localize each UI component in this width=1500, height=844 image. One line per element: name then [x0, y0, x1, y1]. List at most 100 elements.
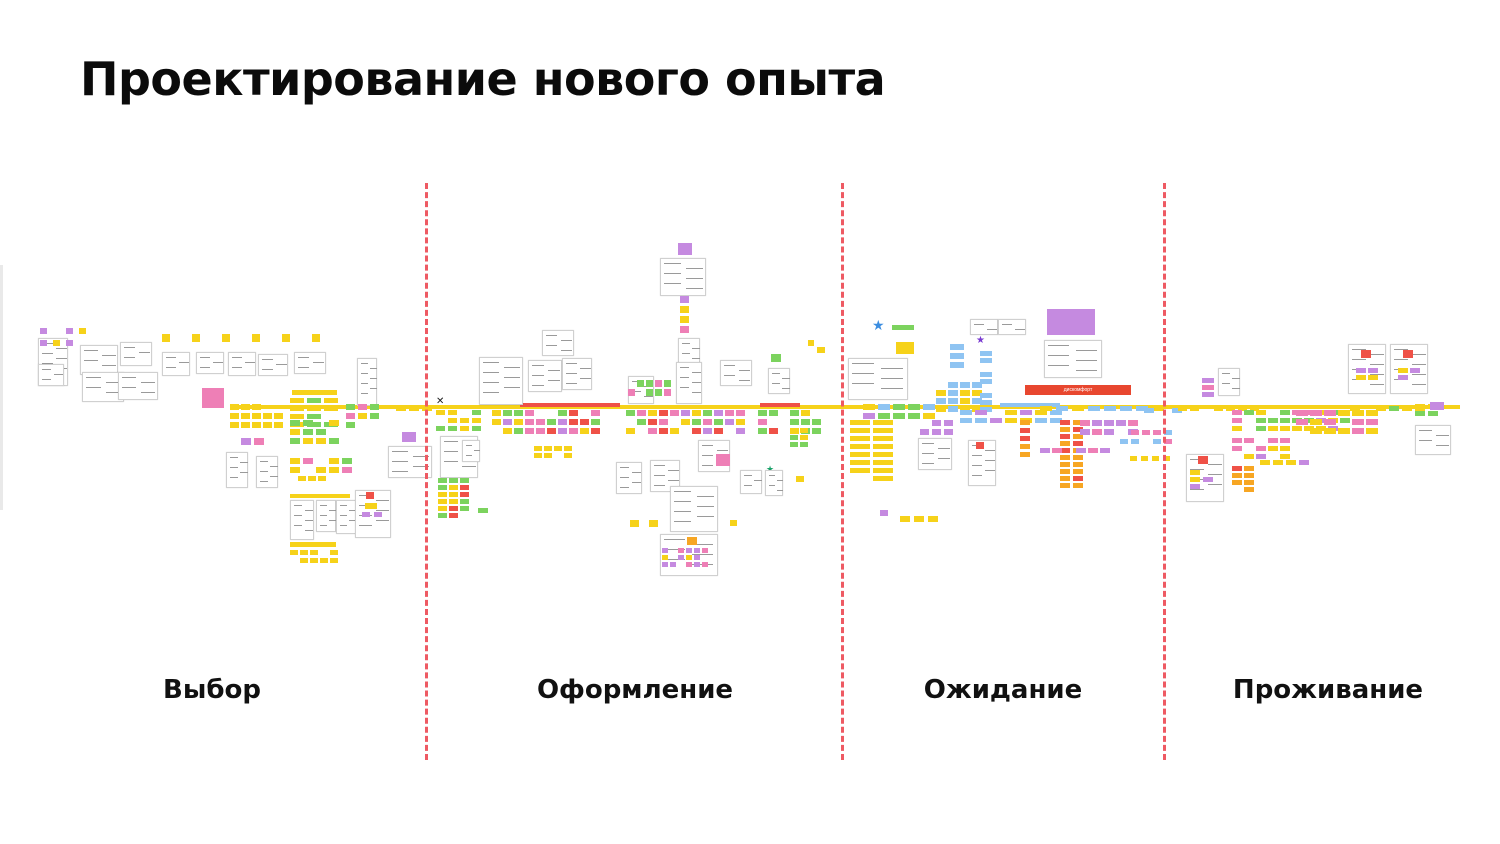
- sticky-note: [1338, 428, 1350, 434]
- sticky-note: [1430, 402, 1444, 410]
- sticky-note: [659, 410, 668, 416]
- sticky-note: [1080, 429, 1090, 435]
- sticky-note: [686, 555, 692, 560]
- screenshot-card: [678, 338, 700, 364]
- sticky-note: [1244, 480, 1254, 485]
- sticky-note: [680, 306, 689, 313]
- sticky-note: [1232, 438, 1242, 443]
- timeline-bar: [1000, 403, 1060, 407]
- sticky-note: [1153, 439, 1161, 444]
- sticky-note: [162, 334, 170, 342]
- sticky-note: [1244, 438, 1254, 443]
- sticky-note: [1352, 428, 1364, 434]
- close-icon: ✕: [436, 396, 445, 407]
- sticky-note: [1104, 406, 1116, 411]
- sticky-note: [1178, 406, 1187, 411]
- sticky-note: [252, 422, 261, 428]
- sticky-note: [736, 419, 745, 425]
- phase-label-registration: Оформление: [536, 675, 734, 705]
- sticky-note: [1415, 404, 1425, 409]
- sticky-note: [1296, 410, 1308, 416]
- sticky-note: [637, 380, 644, 387]
- sticky-note: [812, 419, 821, 425]
- sticky-note: [950, 344, 964, 350]
- sticky-note: [850, 420, 870, 425]
- sticky-note: [630, 520, 639, 527]
- sticky-note: [850, 460, 870, 465]
- sticky-note: [725, 410, 734, 416]
- sticky-note: [678, 243, 692, 255]
- sticky-note: [948, 390, 958, 396]
- sticky-note: [1260, 460, 1270, 465]
- sticky-note: [329, 438, 339, 444]
- sticky-note: [1202, 392, 1214, 397]
- sticky-note: [1268, 426, 1278, 431]
- timeline-bar: [230, 405, 1460, 409]
- sticky-note: [1366, 428, 1378, 434]
- sticky-note: [1256, 418, 1266, 423]
- sticky-note: [703, 419, 712, 425]
- sticky-note: [396, 405, 406, 411]
- sticky-note: [678, 555, 684, 560]
- sticky-note: [534, 453, 542, 458]
- sticky-note: [800, 435, 808, 440]
- sticky-note: [558, 428, 567, 434]
- sticky-note: [316, 438, 326, 444]
- sticky-note: [303, 429, 313, 435]
- sticky-note: [1141, 456, 1148, 461]
- sticky-note: [1130, 456, 1137, 461]
- sticky-note: [449, 499, 458, 504]
- sticky-note: [1244, 410, 1254, 415]
- sticky-note: [1060, 476, 1070, 481]
- sticky-note: [300, 550, 308, 555]
- sticky-note: [1073, 476, 1083, 481]
- sticky-note: [659, 419, 668, 425]
- screenshot-card: [162, 352, 190, 376]
- sticky-note: [1232, 473, 1242, 478]
- sticky-note: [66, 340, 73, 346]
- sticky-note: [1368, 375, 1378, 380]
- sticky-note: [1052, 448, 1062, 453]
- sticky-note: [681, 410, 690, 416]
- sticky-note: [591, 410, 600, 416]
- sticky-note: [1366, 419, 1378, 425]
- sticky-note: [1104, 429, 1114, 435]
- sticky-note: [1190, 484, 1200, 489]
- sticky-note: [662, 562, 668, 567]
- sticky-note: [290, 420, 300, 426]
- sticky-note: [1073, 434, 1083, 439]
- sticky-note: [950, 353, 964, 359]
- sticky-note: [514, 419, 523, 425]
- sticky-note: [222, 334, 230, 342]
- sticky-note: [290, 406, 304, 411]
- purple-star-icon: ★: [976, 335, 985, 346]
- sticky-note: [1244, 454, 1254, 459]
- sticky-note: [646, 389, 653, 396]
- sticky-note: [758, 419, 767, 425]
- sticky-note: [1324, 419, 1336, 425]
- sticky-note: [990, 418, 1002, 423]
- sticky-note: [1120, 439, 1128, 444]
- slide-title: Проектирование нового опыта: [80, 52, 886, 106]
- sticky-note: [790, 428, 798, 433]
- sticky-note: [1226, 406, 1235, 411]
- sticky-note: [817, 347, 825, 353]
- sticky-note: [873, 428, 893, 433]
- sticky-note: [536, 428, 545, 434]
- sticky-note: [1402, 406, 1412, 411]
- sticky-note: [1361, 350, 1371, 358]
- sticky-note: [670, 562, 676, 567]
- sticky-note: [436, 426, 445, 431]
- blue-star-icon: ★: [872, 317, 885, 333]
- sticky-note: [649, 520, 658, 527]
- sticky-note: [703, 410, 712, 416]
- sticky-note: [680, 296, 689, 303]
- sticky-note: [1073, 462, 1083, 467]
- sticky-note: [687, 537, 697, 545]
- sticky-note: [569, 428, 578, 434]
- sticky-note: [975, 410, 987, 415]
- sticky-note: [680, 316, 689, 323]
- sticky-note: [1060, 434, 1070, 439]
- sticky-note: [1060, 483, 1070, 488]
